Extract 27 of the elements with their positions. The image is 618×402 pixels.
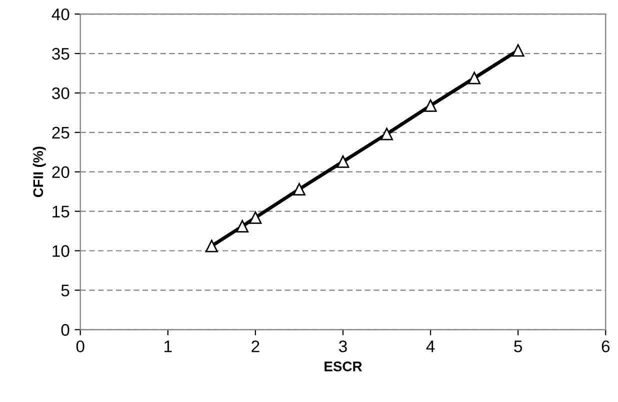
point	[380, 128, 394, 140]
point	[205, 240, 218, 252]
x-tick-label: 5	[514, 340, 522, 352]
y-tick-label: 25	[52, 126, 70, 139]
x-tick-label: 2	[252, 340, 260, 352]
point	[468, 72, 481, 84]
y-tick-label: 10	[52, 245, 70, 257]
y-tick-label: 30	[52, 87, 70, 100]
x-tick-label: 6	[602, 340, 610, 352]
point	[249, 211, 262, 224]
x-axis-title: ESCR	[324, 362, 362, 372]
y-tick-label: 35	[52, 48, 70, 60]
y-axis-title: CFII (%)	[32, 146, 46, 198]
point	[236, 220, 249, 233]
y-tick-label: 5	[61, 284, 70, 296]
x-tick-label: 0	[76, 340, 84, 352]
point	[292, 182, 306, 196]
y-tick-label: 40	[52, 8, 70, 20]
x-tick-label: 4	[426, 340, 435, 352]
y-tick-label: 20	[52, 166, 70, 178]
y-tick-label: 15	[52, 206, 70, 218]
y-tick-label: 0	[61, 324, 70, 336]
point	[512, 44, 524, 57]
point	[424, 99, 437, 112]
x-tick-label: 1	[164, 340, 172, 352]
point	[336, 155, 350, 168]
x-tick-label: 3	[338, 340, 347, 352]
